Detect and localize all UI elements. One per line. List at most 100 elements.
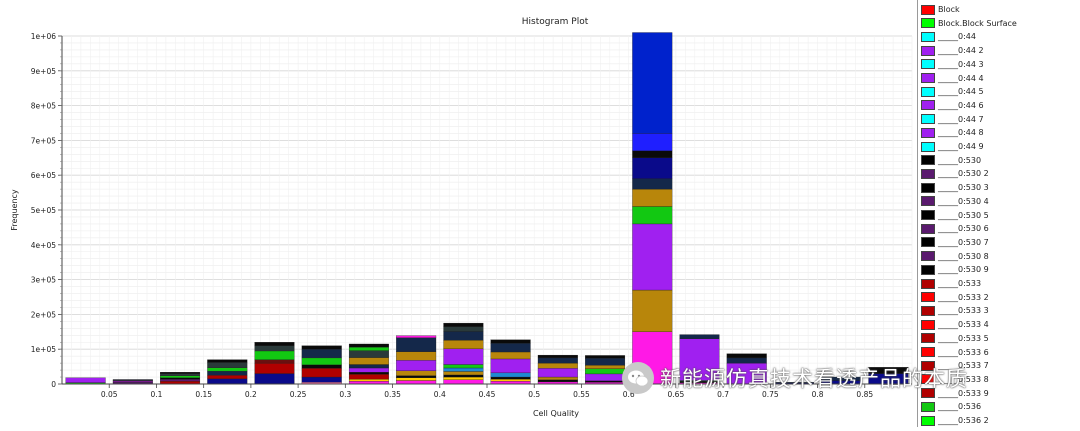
x-axis-ticks: 0.05 0.1 0.15 0.2 0.25 0.3 0.35 0.4 0.45 0.5 0.55 0… — [101, 384, 873, 399]
legend-swatch — [921, 333, 935, 344]
bar-segment — [348, 343, 389, 348]
legend-item: _____0:44 3 — [921, 58, 984, 71]
legend-label: _____0:530 3 — [938, 183, 989, 193]
bar-segment — [537, 362, 578, 369]
bar-segment — [537, 354, 578, 359]
bar-segment — [443, 367, 484, 372]
legend-label: _____0:44 5 — [938, 87, 984, 97]
legend-swatch — [921, 292, 935, 303]
y-axis-ticks: 0 1e+05 2e+05 3e+05 4e+05 5e+05 6e+05 7e+05 8e+0… — [31, 32, 62, 389]
bar-segment — [396, 380, 437, 385]
legend-swatch — [921, 360, 935, 371]
legend-item: _____0:44 9 — [921, 140, 984, 153]
bar-segment — [443, 326, 484, 332]
legend-label: _____0:533 3 — [938, 306, 989, 316]
bar-segment — [254, 345, 295, 352]
bar-segment — [348, 378, 389, 382]
bar-segment — [632, 150, 673, 158]
legend-label: _____0:530 7 — [938, 237, 989, 247]
legend-item: _____0:533 — [921, 277, 981, 290]
legend-swatch — [921, 127, 935, 138]
bar-segment — [585, 358, 626, 366]
bar-segment — [585, 380, 626, 383]
x-tick-label: 0.15 — [195, 390, 212, 399]
legend-label: _____0:533 — [938, 279, 982, 288]
bar-segment — [537, 368, 578, 378]
legend-label: _____0:44 7 — [938, 114, 984, 124]
legend-item: _____0:533 2 — [921, 291, 989, 304]
y-tick-label: 0 — [51, 380, 56, 389]
bar-segment — [585, 368, 626, 375]
bar-segment — [160, 375, 201, 378]
legend-item: _____0:530 — [921, 154, 981, 167]
x-axis-label: Cell Quality — [533, 409, 579, 418]
bar-segment — [112, 380, 153, 383]
legend-label: _____0:533 5 — [938, 333, 989, 343]
legend-swatch — [921, 114, 935, 125]
bar-segment — [396, 360, 437, 371]
bar-segment — [396, 377, 437, 381]
x-tick-label: 0.65 — [668, 390, 685, 399]
bar-segment — [254, 373, 295, 385]
legend-label: _____0:44 9 — [938, 142, 984, 151]
legend-swatch — [921, 59, 935, 70]
y-tick-label: 3e+05 — [31, 276, 56, 285]
bar-segment — [585, 373, 626, 382]
x-tick-label: 0.4 — [434, 390, 446, 399]
y-tick-label: 9e+05 — [31, 67, 56, 76]
bar-segment — [396, 337, 437, 352]
bar-segment — [160, 378, 201, 382]
bar-segment — [537, 379, 578, 383]
legend-swatch — [921, 264, 935, 275]
legend-label: _____0:533 2 — [938, 292, 989, 302]
bar-segment — [301, 376, 342, 383]
legend-swatch — [921, 251, 935, 262]
legend-label: _____0:530 8 — [938, 251, 989, 261]
histogram-chart: Histogram Plot 0 1e+05 2e+05 3e+05 4e+05 5e+0… — [10, 17, 913, 418]
bar-segment — [348, 346, 389, 351]
bar-segment — [254, 342, 295, 346]
bar-segment — [443, 331, 484, 341]
legend-label: _____0:533 4 — [938, 320, 989, 330]
legend-panel: Block Block.Block Surface _____0:44 _____0:… — [917, 0, 1080, 427]
y-tick-label: 8e+05 — [31, 102, 56, 111]
legend-item: _____0:530 8 — [921, 250, 989, 263]
legend-item: _____0:530 4 — [921, 195, 989, 208]
legend-item: _____0:44 8 — [921, 126, 984, 139]
bar-segment — [632, 157, 673, 179]
bar-segment — [490, 351, 531, 360]
bar-segment — [679, 338, 720, 381]
y-axis-label: Frequency — [10, 189, 19, 231]
legend-swatch — [921, 237, 935, 248]
x-tick-label: 0.3 — [339, 390, 351, 399]
legend-label: _____0:536 2 — [938, 416, 989, 425]
bar-segment — [301, 349, 342, 359]
bar-segment — [726, 353, 767, 359]
bar-segment — [254, 359, 295, 364]
legend-item: _____0:533 4 — [921, 318, 989, 331]
legend-swatch — [921, 31, 935, 42]
bar-segment — [160, 372, 201, 374]
bar-segment — [254, 350, 295, 360]
bar-segment — [348, 364, 389, 369]
legend-item: _____0:44 2 — [921, 44, 984, 57]
y-tick-label: 4e+05 — [31, 241, 56, 250]
bar-segment — [632, 32, 673, 134]
legend-swatch — [921, 18, 935, 29]
bar-segment — [632, 133, 673, 151]
bar-segment — [348, 367, 389, 373]
legend-label: _____0:533 6 — [938, 347, 989, 357]
legend-label: _____0:44 6 — [938, 100, 984, 110]
bar-segment — [348, 357, 389, 365]
bar-segment — [348, 372, 389, 375]
legend-item: _____0:533 7 — [921, 359, 989, 372]
legend-swatch — [921, 141, 935, 152]
histogram-bars — [65, 32, 909, 385]
wechat-logo-icon — [622, 362, 654, 394]
y-tick-label: 2e+05 — [31, 310, 56, 319]
legend-swatch — [921, 388, 935, 399]
bar-segment — [301, 364, 342, 369]
bar-segment — [254, 362, 295, 374]
legend-swatch — [921, 100, 935, 111]
bar-segment — [490, 378, 531, 382]
